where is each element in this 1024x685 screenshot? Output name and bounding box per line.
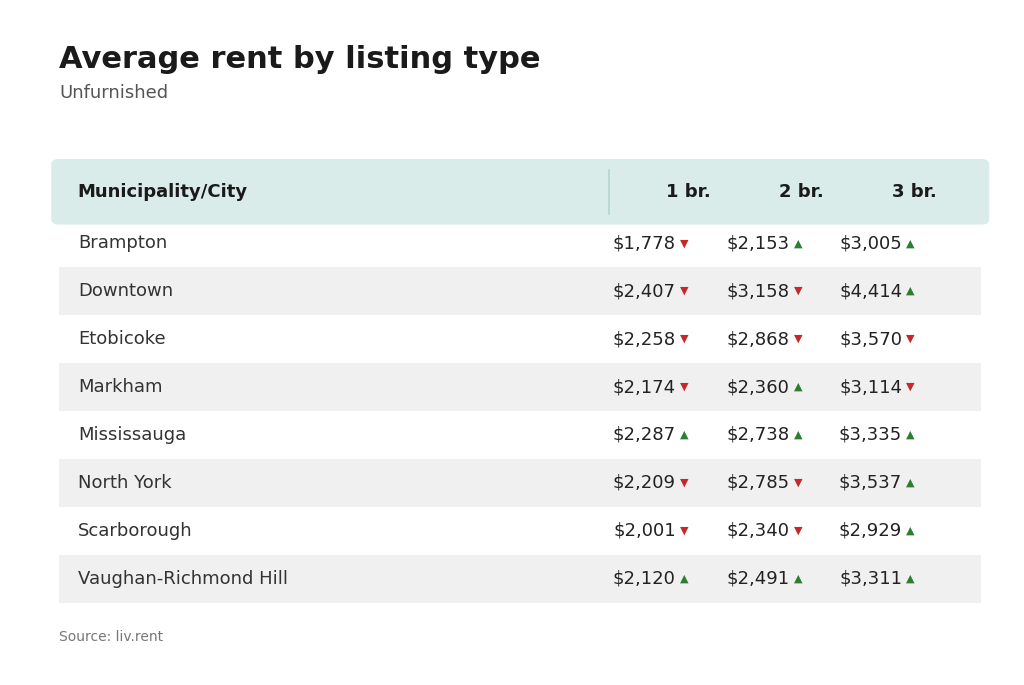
Text: Municipality/City: Municipality/City (78, 183, 248, 201)
Text: 2 br.: 2 br. (779, 183, 824, 201)
Text: ▲: ▲ (794, 574, 802, 584)
Text: Markham: Markham (78, 378, 163, 396)
Text: $2,868: $2,868 (727, 330, 790, 348)
Text: ▼: ▼ (906, 334, 914, 344)
Text: ▲: ▲ (906, 238, 914, 248)
Text: Etobicoke: Etobicoke (78, 330, 166, 348)
Text: ▼: ▼ (794, 334, 802, 344)
Text: ▼: ▼ (794, 286, 802, 296)
Text: ▲: ▲ (680, 430, 688, 440)
Text: Unfurnished: Unfurnished (59, 84, 169, 101)
Text: North York: North York (78, 474, 171, 492)
Text: ▼: ▼ (680, 238, 688, 248)
Text: $2,174: $2,174 (612, 378, 676, 396)
Text: $2,287: $2,287 (612, 426, 676, 444)
Text: Downtown: Downtown (78, 282, 173, 300)
Text: $3,158: $3,158 (726, 282, 790, 300)
Text: Average rent by listing type: Average rent by listing type (59, 45, 541, 73)
Text: ▲: ▲ (794, 430, 802, 440)
Text: Vaughan-Richmond Hill: Vaughan-Richmond Hill (78, 570, 288, 588)
Text: $3,311: $3,311 (839, 570, 902, 588)
Text: $2,001: $2,001 (613, 522, 676, 540)
Text: $2,340: $2,340 (726, 522, 790, 540)
Text: $3,570: $3,570 (839, 330, 902, 348)
Text: $2,360: $2,360 (727, 378, 790, 396)
Text: ▼: ▼ (906, 382, 914, 392)
Text: $2,738: $2,738 (726, 426, 790, 444)
Text: $2,209: $2,209 (612, 474, 676, 492)
Text: Brampton: Brampton (78, 234, 167, 252)
Text: ▼: ▼ (794, 526, 802, 536)
Text: $2,491: $2,491 (726, 570, 790, 588)
Text: ▲: ▲ (906, 526, 914, 536)
Text: ▲: ▲ (680, 574, 688, 584)
Text: ▲: ▲ (906, 286, 914, 296)
Text: ▲: ▲ (794, 382, 802, 392)
Text: ▲: ▲ (906, 478, 914, 488)
Text: Mississauga: Mississauga (78, 426, 186, 444)
Text: $2,929: $2,929 (839, 522, 902, 540)
Text: $3,005: $3,005 (840, 234, 902, 252)
Text: ▼: ▼ (680, 286, 688, 296)
Text: ▲: ▲ (906, 574, 914, 584)
Text: ▼: ▼ (680, 382, 688, 392)
Text: ▼: ▼ (680, 478, 688, 488)
Text: ▲: ▲ (906, 430, 914, 440)
Text: $2,785: $2,785 (726, 474, 790, 492)
Text: $2,120: $2,120 (613, 570, 676, 588)
Text: $2,258: $2,258 (612, 330, 676, 348)
Text: $3,114: $3,114 (839, 378, 902, 396)
Text: ▼: ▼ (794, 478, 802, 488)
Text: ▲: ▲ (794, 238, 802, 248)
Text: $3,537: $3,537 (839, 474, 902, 492)
Text: ▼: ▼ (680, 526, 688, 536)
Text: $1,778: $1,778 (612, 234, 676, 252)
Text: ▼: ▼ (680, 334, 688, 344)
Text: Scarborough: Scarborough (78, 522, 193, 540)
Text: Source: liv.rent: Source: liv.rent (59, 630, 164, 644)
Text: $2,153: $2,153 (726, 234, 790, 252)
Text: $3,335: $3,335 (839, 426, 902, 444)
Text: $4,414: $4,414 (839, 282, 902, 300)
Text: 1 br.: 1 br. (666, 183, 711, 201)
Text: $2,407: $2,407 (612, 282, 676, 300)
Text: 3 br.: 3 br. (892, 183, 937, 201)
